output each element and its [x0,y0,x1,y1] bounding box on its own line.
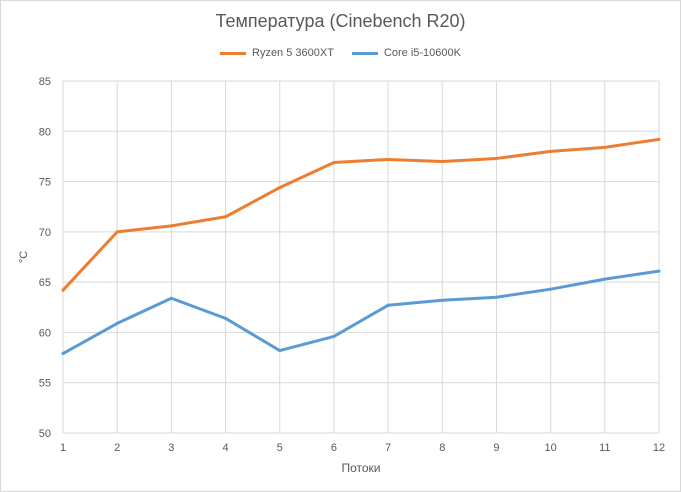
x-tick-label: 10 [545,442,557,454]
data-point [440,298,444,302]
legend-swatch-core [351,51,378,55]
data-point [494,156,498,160]
x-tick-label: 8 [439,442,445,454]
data-point [332,160,336,164]
data-point [603,145,607,149]
data-point [115,321,119,325]
data-point [386,303,390,307]
y-tick-label: 80 [39,126,51,138]
data-point [603,277,607,281]
y-tick-label: 55 [39,378,51,390]
legend-item-ryzen: Ryzen 5 3600XT [220,47,334,59]
x-tick-label: 11 [599,442,610,454]
legend-swatch-ryzen [220,51,246,55]
y-tick-label: 60 [39,327,51,339]
x-tick-label: 6 [331,442,337,454]
legend-label-ryzen: Ryzen 5 3600XT [252,47,334,59]
data-point [169,296,173,300]
y-tick-label: 75 [39,177,51,189]
legend-item-core: Core i5-10600K [351,47,461,59]
legend-label-core: Core i5-10600K [383,47,461,59]
legend: Ryzen 5 3600XT Core i5-10600K [1,47,680,59]
x-tick-label: 9 [493,442,499,454]
data-point [657,137,661,141]
x-tick-label: 4 [222,442,228,454]
x-tick-label: 2 [114,442,120,454]
data-point [61,352,65,356]
data-point [386,157,390,161]
y-tick-label: 65 [39,277,51,289]
data-point [278,349,282,353]
data-point [440,159,444,163]
x-tick-label: 3 [168,442,174,454]
data-point [494,295,498,299]
x-tick-label: 12 [653,442,665,454]
x-axis-label: Потоки [341,461,380,475]
data-point [61,288,65,292]
data-point [657,269,661,273]
y-axis-label: °C [18,251,30,263]
chart-title: Температура (Cinebench R20) [215,11,466,31]
y-tick-label: 50 [39,428,51,440]
data-point [115,230,119,234]
x-tick-label: 1 [60,442,66,454]
data-point [549,149,553,153]
series-line-core [61,269,661,356]
data-point [224,215,228,219]
data-point [169,224,173,228]
x-tick-label: 5 [277,442,283,454]
data-point [224,316,228,320]
data-point [278,186,282,190]
x-tick-label: 7 [385,442,391,454]
series-line-ryzen [61,137,661,292]
y-tick-label: 85 [39,76,51,88]
y-tick-label: 70 [39,227,51,239]
data-point [549,287,553,291]
data-point [332,334,336,338]
